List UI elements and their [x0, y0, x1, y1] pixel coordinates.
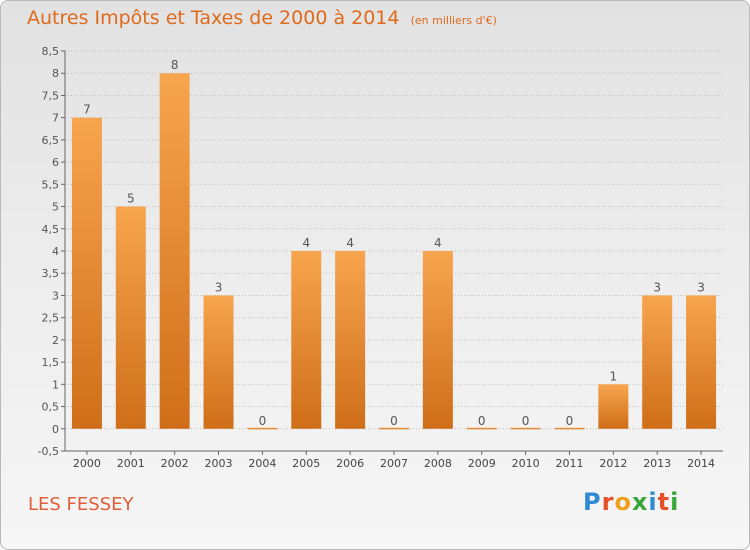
data-label-2009: 0 — [478, 414, 486, 428]
y-tick-label: 6 — [52, 156, 59, 169]
x-tick-label: 2002 — [161, 457, 189, 470]
data-label-2003: 3 — [215, 280, 223, 294]
logo-letter: x — [632, 488, 648, 516]
bar-2013 — [642, 295, 672, 428]
data-label-2012: 1 — [610, 369, 618, 383]
bar-2000 — [72, 118, 102, 429]
x-tick-label: 2011 — [555, 457, 583, 470]
bar-chart: -0,5 0 0,5 1 1,5 2 2,5 3 3,5 4 4,5 5 5,5 6 6,5 7 7,5 8 8,5… — [1, 1, 749, 549]
y-tick-label: 8,5 — [42, 45, 60, 58]
bar-2005 — [291, 251, 321, 429]
chart-frame: Autres Impôts et Taxes de 2000 à 2014 (e… — [0, 0, 750, 550]
y-tick-label: 7,5 — [42, 89, 60, 102]
x-tick-label: 2012 — [599, 457, 627, 470]
x-tick-label: 2003 — [205, 457, 233, 470]
y-tick-label: 2 — [52, 334, 59, 347]
bar-2011 — [554, 428, 584, 430]
bar-2004 — [247, 428, 277, 430]
logo-letter: i — [670, 488, 679, 516]
data-label-2011: 0 — [566, 414, 574, 428]
y-tick-label: 4,5 — [42, 223, 60, 236]
bar-2007 — [379, 428, 409, 430]
logo-letter: r — [602, 488, 615, 516]
data-label-2008: 4 — [434, 236, 442, 250]
y-tick-label: 2,5 — [42, 312, 60, 325]
data-label-2001: 5 — [127, 192, 135, 206]
x-tick-label: 2000 — [73, 457, 101, 470]
bar-2006 — [335, 251, 365, 429]
logo-letter: o — [614, 488, 632, 516]
bar-2012 — [598, 384, 628, 428]
y-tick-label: 3,5 — [42, 267, 60, 280]
x-tick-label: 2007 — [380, 457, 408, 470]
place-name: LES FESSEY — [28, 494, 134, 515]
data-label-2004: 0 — [259, 414, 267, 428]
y-tick-label: 1,5 — [42, 356, 60, 369]
data-label-2006: 4 — [346, 236, 354, 250]
x-tick-label: 2014 — [687, 457, 715, 470]
bar-2014 — [686, 295, 716, 428]
x-tick-label: 2013 — [643, 457, 671, 470]
x-tick-label: 2004 — [248, 457, 276, 470]
y-tick-label: 8 — [52, 67, 59, 80]
data-label-2013: 3 — [653, 280, 661, 294]
data-label-2002: 8 — [171, 58, 179, 72]
bar-2009 — [467, 428, 497, 430]
y-tick-label: 0 — [52, 423, 59, 436]
y-tick-label: 5,5 — [42, 178, 60, 191]
x-tick-label: 2006 — [336, 457, 364, 470]
y-tick-label: 5 — [52, 201, 59, 214]
data-label-2010: 0 — [522, 414, 530, 428]
x-tick-label: 2001 — [117, 457, 145, 470]
data-label-2000: 7 — [83, 103, 91, 117]
bars — [72, 73, 716, 429]
logo-letter: P — [583, 488, 602, 516]
x-tick-label: 2010 — [512, 457, 540, 470]
x-tick-label: 2008 — [424, 457, 452, 470]
y-tick-label: 7 — [52, 112, 59, 125]
bar-2010 — [511, 428, 541, 430]
bar-2003 — [204, 295, 234, 428]
y-tick-label: 1 — [52, 378, 59, 391]
data-label-2005: 4 — [302, 236, 310, 250]
logo-letter: t — [658, 488, 670, 516]
data-label-2007: 0 — [390, 414, 398, 428]
x-tick-label: 2009 — [468, 457, 496, 470]
y-tick-label: 4 — [52, 245, 59, 258]
logo-letter: i — [648, 488, 657, 516]
y-tick-label: 3 — [52, 289, 59, 302]
bar-2008 — [423, 251, 453, 429]
proxiti-logo: Proxiti — [583, 488, 679, 516]
y-tick-label: -0,5 — [38, 445, 59, 458]
y-tick-label: 6,5 — [42, 134, 60, 147]
y-tick-label: 0,5 — [42, 401, 60, 414]
data-label-2014: 3 — [697, 280, 705, 294]
bar-2002 — [160, 73, 190, 429]
x-tick-label: 2005 — [292, 457, 320, 470]
bar-2001 — [116, 207, 146, 429]
